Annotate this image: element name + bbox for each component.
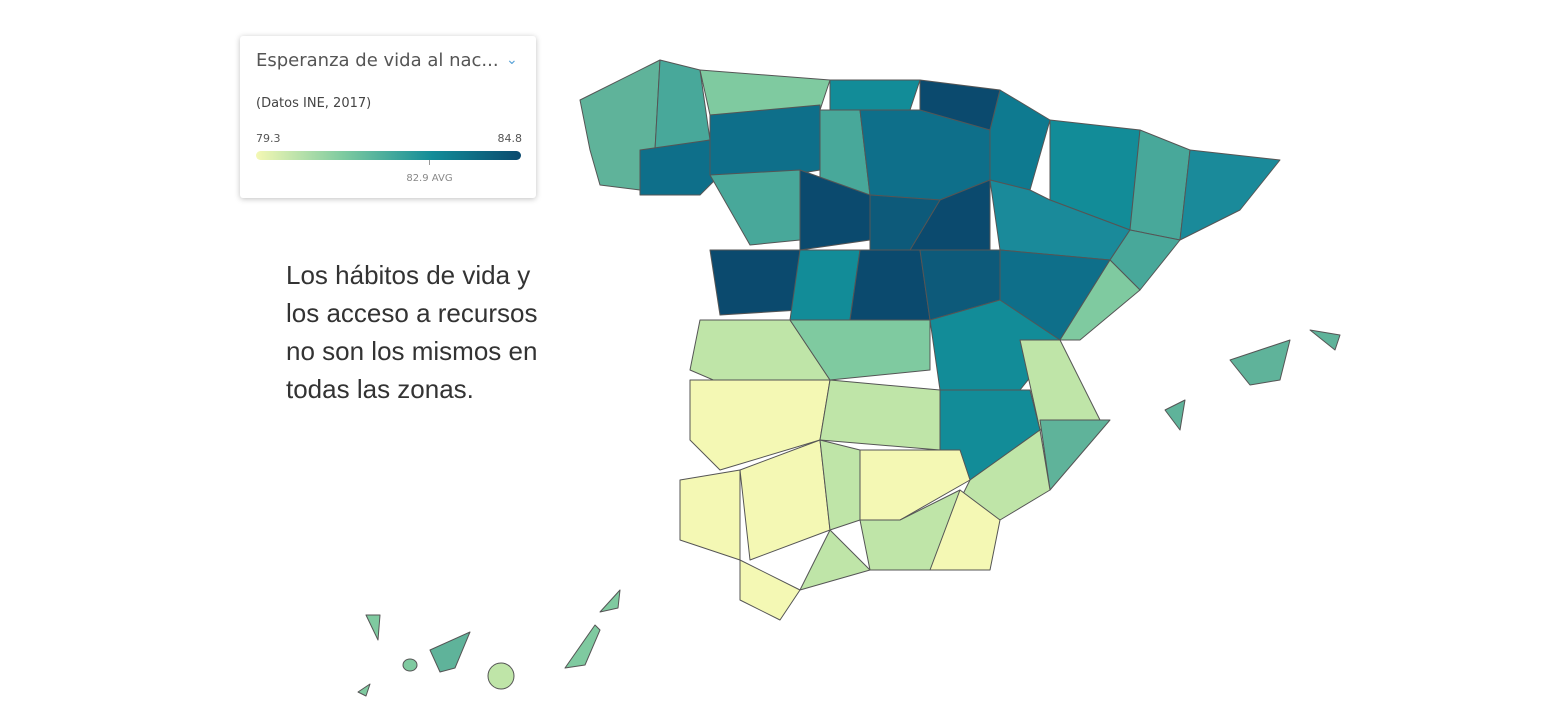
- region: [859, 449, 971, 521]
- region: [1164, 399, 1186, 431]
- description: Los hábitos de vida y los acceso a recur…: [286, 260, 538, 404]
- region: [689, 379, 831, 471]
- region: [1179, 149, 1281, 241]
- region: [564, 624, 601, 669]
- dropdown-chevron[interactable]: ⌄: [506, 52, 518, 68]
- region: [709, 104, 821, 181]
- region: [357, 683, 371, 697]
- region: [849, 249, 931, 331]
- legend-title[interactable]: Esperanza de vida al nac...: [256, 50, 499, 71]
- avg-label: 82.9 AVG: [406, 173, 453, 184]
- region: [799, 529, 871, 591]
- region: [365, 614, 381, 641]
- legend-max: 84.8: [497, 132, 523, 145]
- region: [429, 631, 471, 673]
- region: [639, 139, 721, 196]
- legend-source: (Datos INE, 2017): [256, 96, 372, 111]
- region: [1309, 329, 1341, 351]
- region: [789, 249, 861, 321]
- region: [679, 469, 741, 561]
- region: [709, 249, 801, 316]
- region: [819, 379, 941, 451]
- region: [789, 319, 931, 381]
- region: [929, 489, 1001, 571]
- region: [487, 662, 515, 690]
- region: [599, 589, 621, 613]
- region: [739, 559, 801, 621]
- region: [1039, 419, 1111, 491]
- region: [1129, 129, 1191, 241]
- region: [989, 89, 1051, 191]
- region: [402, 658, 418, 672]
- region: [829, 79, 921, 111]
- region: [1229, 339, 1291, 386]
- region: [1059, 259, 1141, 341]
- legend-card: Esperanza de vida al nac... ⌄ (Datos INE…: [240, 36, 536, 198]
- legend-min: 79.3: [256, 132, 281, 145]
- region: [709, 169, 801, 246]
- legend-gradient: [256, 151, 521, 160]
- avg-tick: [429, 160, 431, 165]
